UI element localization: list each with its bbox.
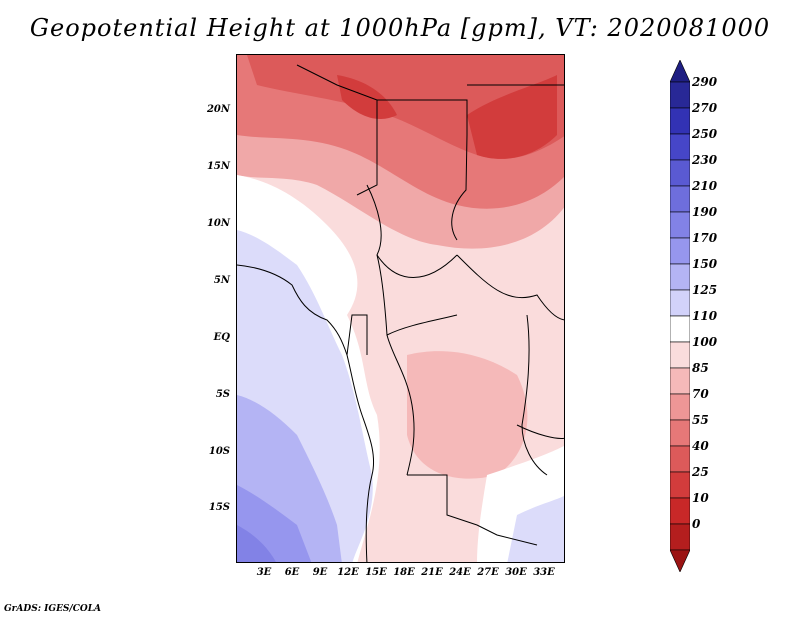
colorbar-level-label: 25: [692, 465, 709, 479]
colorbar-swatch: [670, 237, 690, 265]
lon-label: 6E: [284, 567, 300, 578]
colorbar-level-label: 250: [692, 127, 718, 141]
colorbar-level-label: 270: [692, 101, 718, 115]
field-band-central-85: [407, 351, 528, 479]
lat-label: EQ: [213, 332, 230, 343]
colorbar-swatch: [670, 211, 690, 239]
west-coastline: [237, 264, 375, 562]
border-segment-e: [456, 254, 564, 321]
lon-label: 24E: [449, 567, 471, 578]
field-core-east: [467, 75, 557, 159]
colorbar-swatch: [670, 315, 690, 343]
colorbar-swatch: [670, 523, 690, 551]
colorbar-level-label: 125: [692, 283, 718, 297]
field-ocean-190: [237, 525, 276, 562]
field-southeast-125: [507, 495, 564, 562]
colorbar-bottom-arrow: [670, 549, 690, 572]
east-lakes-border: [521, 314, 548, 476]
lat-label: 10N: [206, 218, 230, 229]
colorbar-top-arrow: [670, 60, 690, 83]
lat-label: 10S: [208, 446, 230, 457]
geopotential-field: [237, 55, 564, 562]
colorbar-swatch: [670, 133, 690, 161]
colorbar-level-label: 110: [692, 309, 718, 323]
lon-label: 15E: [365, 567, 387, 578]
border-segment-i: [516, 424, 564, 439]
colorbar-swatch: [670, 471, 690, 499]
lon-label: 12E: [337, 567, 359, 578]
colorbar: [670, 60, 690, 572]
colorbar-swatch: [670, 367, 690, 395]
lon-label: 9E: [312, 567, 328, 578]
colorbar-level-label: 55: [692, 413, 709, 427]
lon-label: 18E: [393, 567, 415, 578]
field-core-west: [337, 75, 397, 120]
lon-label: 27E: [477, 567, 499, 578]
lon-label: 33E: [533, 567, 555, 578]
colorbar-level-label: 40: [692, 439, 709, 453]
lat-label: 5N: [213, 275, 230, 286]
colorbar-swatch: [670, 289, 690, 317]
colorbar-swatch: [670, 497, 690, 525]
colorbar-level-label: 290: [692, 75, 718, 89]
border-segment-g: [386, 334, 415, 476]
colorbar-swatch: [670, 107, 690, 135]
lat-label: 5S: [215, 389, 230, 400]
colorbar-level-label: 170: [692, 231, 718, 245]
colorbar-swatch: [670, 185, 690, 213]
border-segment-b: [377, 99, 468, 135]
colorbar-level-label: 210: [692, 179, 718, 193]
colorbar-level-label: 190: [692, 205, 718, 219]
colorbar-swatch: [670, 341, 690, 369]
colorbar-swatch: [670, 263, 690, 291]
colorbar-swatch: [670, 393, 690, 421]
colorbar-level-label: 230: [692, 153, 718, 167]
colorbar-swatch: [670, 419, 690, 447]
colorbar-swatch: [670, 445, 690, 473]
lon-label: 21E: [421, 567, 443, 578]
colorbar-swatch: [670, 159, 690, 187]
colorbar-level-label: 0: [692, 517, 701, 531]
map-panel: [236, 54, 565, 563]
colorbar-level-label: 100: [692, 335, 718, 349]
chart-title: Geopotential Height at 1000hPa [gpm], VT…: [29, 14, 771, 42]
colorbar-level-label: 10: [692, 491, 709, 505]
colorbar-level-label: 150: [692, 257, 718, 271]
footer-credit: GrADS: IGES/COLA: [4, 604, 102, 614]
colorbar-swatch: [670, 81, 690, 109]
lat-label: 15S: [208, 502, 230, 513]
border-segment-h: [407, 474, 538, 546]
lat-label: 20N: [206, 104, 230, 115]
border-segment-j: [346, 314, 368, 356]
lon-label: 3E: [256, 567, 272, 578]
colorbar-level-label: 70: [692, 387, 709, 401]
lon-label: 30E: [505, 567, 527, 578]
colorbar-level-label: 85: [692, 361, 709, 375]
country-borders: [237, 64, 564, 562]
lat-label: 15N: [206, 161, 230, 172]
border-segment-c: [451, 134, 468, 241]
